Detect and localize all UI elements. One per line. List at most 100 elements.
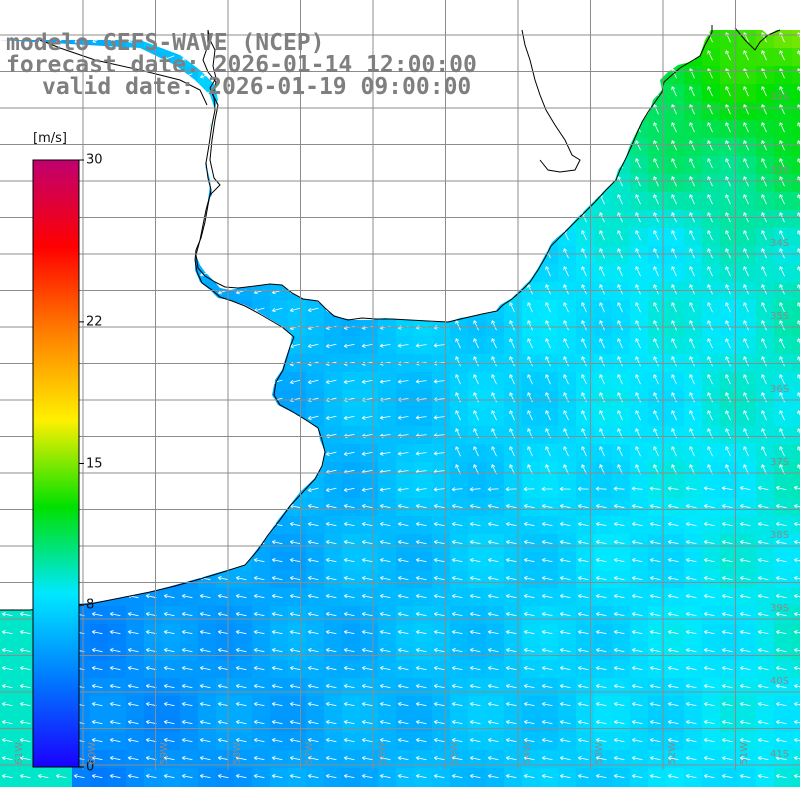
- wind-cell: [270, 300, 289, 319]
- wind-arrow: [635, 140, 641, 151]
- wind-arrow: [779, 50, 785, 61]
- wind-arrow: [743, 158, 749, 169]
- latitude-label: 36S: [770, 384, 790, 395]
- wind-arrow: [671, 122, 677, 133]
- wind-cell: [288, 300, 307, 319]
- wind-arrow: [671, 248, 677, 259]
- wind-cell: [792, 192, 800, 211]
- wind-cell: [720, 480, 739, 499]
- wind-arrow: [707, 140, 713, 151]
- wind-arrow: [599, 230, 605, 241]
- colorbar-tick-label: 8: [86, 597, 95, 613]
- wind-arrow: [761, 194, 767, 205]
- longitude-label: 57W: [304, 742, 315, 765]
- wind-arrow: [761, 248, 767, 259]
- wind-arrow: [761, 32, 767, 43]
- wind-cell: [792, 120, 800, 139]
- wind-arrow: [164, 55, 175, 61]
- wind-arrow: [689, 158, 695, 169]
- longitude-label: 61W: [14, 742, 25, 765]
- wind-arrow: [707, 230, 713, 241]
- longitude-label: 52W: [666, 742, 678, 765]
- longitude-label: 59W: [159, 742, 170, 765]
- colorbar-tick-label: 30: [86, 152, 103, 168]
- wind-arrow: [599, 248, 605, 259]
- wind-cell: [288, 372, 307, 391]
- wind-arrow: [725, 248, 731, 259]
- wind-arrow: [707, 50, 713, 61]
- wind-arrow: [707, 158, 713, 169]
- wind-arrow: [725, 230, 731, 241]
- wind-cell: [792, 228, 800, 247]
- wind-arrow: [761, 122, 767, 133]
- wind-arrow: [761, 266, 767, 277]
- colorbar-gradient: [32, 159, 80, 768]
- wind-arrow: [707, 266, 713, 277]
- wind-arrow: [653, 266, 659, 277]
- wind-cell: [792, 30, 800, 49]
- wind-arrow: [707, 194, 713, 205]
- wind-arrow: [581, 230, 587, 241]
- wind-arrow: [689, 194, 695, 205]
- wind-arrow: [689, 248, 695, 259]
- wind-arrow: [779, 230, 785, 241]
- wind-arrow: [725, 50, 731, 61]
- wind-arrow: [761, 86, 767, 97]
- wind-cell: [630, 480, 649, 499]
- wind-arrow: [779, 194, 785, 205]
- wind-arrow: [689, 140, 695, 151]
- wind-arrow: [653, 194, 659, 205]
- wind-cell: [756, 480, 775, 499]
- wind-arrow: [653, 122, 659, 133]
- wind-arrow: [563, 266, 569, 277]
- latitude-label: 37S: [770, 457, 790, 468]
- latitude-label: 32S: [770, 92, 790, 103]
- wind-arrow: [689, 230, 695, 241]
- wind-arrow: [671, 266, 677, 277]
- wind-arrow: [779, 140, 785, 151]
- land-area: [730, 0, 800, 35]
- wind-cell: [792, 138, 800, 157]
- colorbar-tick-label: 22: [86, 314, 103, 330]
- wind-arrow: [743, 86, 749, 97]
- wind-arrow: [743, 122, 749, 133]
- wind-cell: [792, 156, 800, 175]
- wind-cell: [792, 66, 800, 85]
- wind-arrow: [635, 266, 641, 277]
- wind-arrow: [743, 248, 749, 259]
- wind-arrow: [743, 140, 749, 151]
- wind-arrow: [653, 158, 659, 169]
- wind-arrow: [545, 266, 551, 277]
- colorbar: [32, 159, 84, 768]
- wind-arrow: [581, 266, 587, 277]
- wind-arrow: [653, 140, 659, 151]
- wind-arrow: [617, 230, 623, 241]
- wind-cell: [792, 48, 800, 67]
- wind-arrow: [635, 230, 641, 241]
- wind-arrow: [707, 122, 713, 133]
- longitude-label: 51W: [739, 742, 750, 765]
- wind-arrow: [725, 32, 731, 43]
- wind-arrow: [653, 248, 659, 259]
- wind-arrow: [653, 230, 659, 241]
- wind-cell: [792, 102, 800, 121]
- wind-arrow: [581, 248, 587, 259]
- wind-arrow: [635, 194, 641, 205]
- latitude-label: 41S: [770, 749, 790, 760]
- wind-arrow: [707, 86, 713, 97]
- wind-arrow: [671, 158, 677, 169]
- wind-arrow: [725, 86, 731, 97]
- wind-arrow: [563, 248, 569, 259]
- wind-arrow: [779, 32, 785, 43]
- wind-arrow: [725, 122, 731, 133]
- wind-arrow: [725, 266, 731, 277]
- wind-arrow: [743, 32, 749, 43]
- latitude-label: 34S: [770, 238, 790, 249]
- wind-arrow: [617, 266, 623, 277]
- wind-arrow: [599, 266, 605, 277]
- latitude-label: 39S: [770, 603, 790, 614]
- wind-arrow: [761, 230, 767, 241]
- wind-arrow: [779, 248, 785, 259]
- latitude-label: 40S: [770, 676, 790, 687]
